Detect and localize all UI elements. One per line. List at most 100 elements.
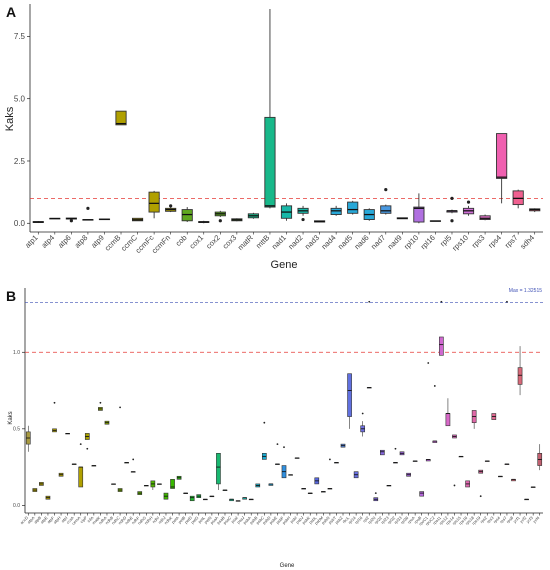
box-cox1 xyxy=(198,220,210,224)
y-tick-label: 1.0 xyxy=(13,350,20,356)
x-tick-label: psaI xyxy=(230,515,239,524)
outlier-point xyxy=(283,446,285,449)
box-nad7 xyxy=(380,188,392,215)
x-tick-label: rpl32 xyxy=(386,515,396,525)
y-tick-label: 0.0 xyxy=(13,503,20,509)
x-tick-label: ndhD xyxy=(117,515,127,525)
box-rps4 xyxy=(496,133,508,204)
panel-b-ylabel: Kaks xyxy=(8,411,14,424)
box-nad2 xyxy=(297,205,309,222)
box-matR xyxy=(247,212,259,219)
outlier-point xyxy=(433,385,436,387)
box-rps12 xyxy=(445,398,451,427)
x-tick-label: petL xyxy=(197,515,207,525)
box-atp4 xyxy=(49,217,61,220)
box-nad6 xyxy=(363,208,375,221)
panel-a-ylabel: Kaks xyxy=(4,106,16,131)
outlier-point xyxy=(453,484,456,487)
x-tick-label: psbT xyxy=(327,515,337,525)
outlier-point xyxy=(53,401,56,404)
y-tick-label: 5.0 xyxy=(14,94,26,103)
box-rpoA xyxy=(412,460,418,462)
y-tick-label: 0.5 xyxy=(13,427,20,433)
x-tick-label: psbF xyxy=(275,515,285,525)
x-tick-label: rps8 xyxy=(505,515,515,525)
x-tick-label: ycf2 xyxy=(519,515,528,524)
outlier-point xyxy=(368,300,371,303)
box-psbN xyxy=(327,458,333,490)
box-ccmC xyxy=(131,217,144,222)
box-rpl20 xyxy=(373,492,379,502)
box-rpl33 xyxy=(399,451,405,456)
x-tick-label: psbZ xyxy=(334,515,344,525)
box-psbJ xyxy=(301,488,307,490)
box-ycf1 xyxy=(517,346,523,396)
box-atpH xyxy=(58,472,64,477)
box-body xyxy=(347,201,359,214)
box-ndhE xyxy=(130,458,136,473)
panel-b: B Gene Kaks Max = 1.32515 0.00.51.0accDa… xyxy=(6,288,543,569)
box-rpoC2 xyxy=(432,385,438,443)
box-atpB xyxy=(39,482,44,486)
x-tick-label: rpl22 xyxy=(373,515,383,525)
box-ndhA xyxy=(104,420,110,425)
x-tick-label: rps14 xyxy=(445,515,456,526)
y-tick-label: 2.5 xyxy=(14,157,26,166)
x-tick-label: rps12 xyxy=(438,515,449,526)
x-tick-label: psbD xyxy=(261,515,271,525)
x-tick-label: rpl33 xyxy=(393,515,403,525)
box-body xyxy=(380,449,385,456)
x-tick-label: psbB xyxy=(248,515,258,525)
x-tick-label: atpE xyxy=(39,515,49,525)
box-rpl2 xyxy=(366,300,372,389)
box-ccsA xyxy=(71,463,77,465)
box-rps8 xyxy=(511,478,516,482)
x-tick-label: infA xyxy=(86,515,95,524)
box-body xyxy=(347,373,352,417)
box-rps14 xyxy=(452,434,457,487)
x-tick-label: rpoC1 xyxy=(418,515,430,527)
x-tick-label: rps4 xyxy=(492,515,502,525)
box-ndhC xyxy=(117,406,123,492)
x-tick-label: rpoB xyxy=(413,515,423,525)
box-rps4 xyxy=(498,475,503,478)
x-tick-label: rpoC2 xyxy=(424,515,436,527)
box-rps18 xyxy=(471,410,477,429)
box-ccmFc xyxy=(148,190,160,219)
box-body xyxy=(115,110,127,126)
box-rps19 xyxy=(478,469,484,498)
outlier-point xyxy=(427,362,430,364)
box-cox3 xyxy=(231,218,243,222)
x-tick-label: rpl36 xyxy=(399,515,409,525)
x-tick-label: psaC xyxy=(222,515,232,525)
box-ndhH xyxy=(150,480,156,491)
x-tick-label: ndhA xyxy=(98,515,108,525)
x-tick-label: rpl23 xyxy=(380,515,390,525)
x-tick-label: ndhJ xyxy=(157,515,167,525)
box-rps15 xyxy=(458,455,464,458)
box-rpl32 xyxy=(393,447,398,464)
box-nad4 xyxy=(330,205,342,216)
outlier-point xyxy=(301,217,305,222)
box-cox2 xyxy=(214,210,226,223)
x-tick-label: rps7 xyxy=(499,515,509,525)
box-rpl5 xyxy=(446,196,458,223)
box-psbD xyxy=(268,483,274,486)
box-psaC xyxy=(229,498,234,502)
x-tick-label: rpl16 xyxy=(354,515,364,525)
box-psbM xyxy=(321,491,326,493)
box-psbK xyxy=(307,492,313,495)
box-petN xyxy=(209,495,215,498)
x-tick-label: psbC xyxy=(255,515,265,525)
outlier-point xyxy=(466,200,471,204)
box-atp9 xyxy=(98,218,111,221)
outlier-point xyxy=(218,219,222,223)
x-tick-label: ndhF xyxy=(130,515,140,525)
box-ndhJ xyxy=(163,492,169,500)
x-tick-label: ycf1 xyxy=(512,515,521,524)
outlier-point xyxy=(374,492,377,495)
x-tick-label: rpl14 xyxy=(347,515,357,525)
box-psbE xyxy=(275,443,280,465)
x-tick-label: ndhH xyxy=(143,515,153,525)
box-rps10 xyxy=(462,200,475,216)
